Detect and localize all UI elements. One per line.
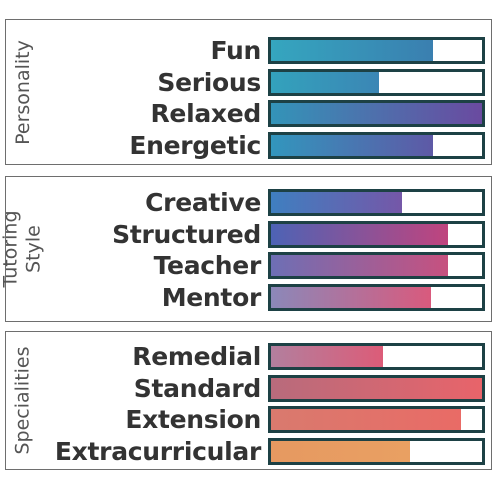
panel-tutoring-style: Tutoring Style Creative Structured Teacher Me…	[0, 176, 492, 322]
attribute-bar-fill	[271, 409, 461, 430]
attribute-bar-fill	[271, 377, 482, 399]
attribute-bar	[268, 283, 485, 311]
attribute-bar-fill	[271, 346, 383, 367]
attribute-bar	[268, 374, 485, 402]
attribute-bar	[268, 37, 485, 64]
attribute-label: Extracurricular	[54, 436, 261, 466]
attribute-bar	[268, 68, 485, 96]
attribute-label: Teacher	[153, 251, 262, 280]
attribute-label: Serious	[157, 67, 261, 97]
attribute-row: Structured	[6, 219, 491, 251]
attribute-bar-fill	[271, 440, 411, 462]
attribute-label: Mentor	[161, 282, 262, 312]
attribute-bar-fill	[271, 40, 434, 61]
attribute-bar	[268, 343, 485, 370]
attribute-label: Remedial	[132, 342, 261, 371]
attribute-bar-fill	[271, 103, 482, 124]
panel-specialities: Specialities Remedial Standard Extension Ext…	[5, 331, 492, 470]
attribute-label: Relaxed	[150, 99, 261, 128]
panel-personality: Personality Fun Serious Relaxed Energetic	[5, 19, 492, 165]
attribute-row: Fun	[6, 35, 491, 67]
attribute-row: Serious	[6, 67, 491, 99]
attribute-row: Remedial	[6, 341, 491, 373]
attribute-bar-fill	[271, 286, 432, 308]
attribute-row: Creative	[6, 187, 491, 219]
attribute-bar	[268, 131, 485, 159]
attribute-label: Structured	[112, 219, 261, 249]
attribute-row: Extracurricular	[6, 436, 491, 468]
attribute-row: Mentor	[6, 282, 491, 314]
attribute-bar	[268, 100, 485, 127]
attribute-bar	[268, 189, 485, 216]
attribute-bar	[268, 406, 485, 433]
attribute-label: Energetic	[129, 130, 261, 160]
attribute-label: Fun	[210, 36, 261, 65]
attribute-bar	[268, 252, 485, 279]
attribute-label: Extension	[125, 405, 261, 434]
attribute-row: Teacher	[6, 250, 491, 282]
attribute-bar-fill	[271, 192, 402, 213]
attribute-row: Relaxed	[6, 98, 491, 130]
attribute-row: Extension	[6, 404, 491, 436]
attribute-label: Creative	[145, 188, 261, 217]
attribute-row: Energetic	[6, 130, 491, 162]
attribute-bar-fill	[271, 223, 449, 245]
attribute-bar-fill	[271, 255, 449, 276]
attribute-label: Standard	[133, 373, 262, 403]
attribute-bar	[268, 220, 485, 248]
attribute-bar	[268, 437, 485, 465]
attribute-bar-fill	[271, 71, 379, 93]
attribute-bar-fill	[271, 134, 434, 156]
attribute-row: Standard	[6, 373, 491, 405]
